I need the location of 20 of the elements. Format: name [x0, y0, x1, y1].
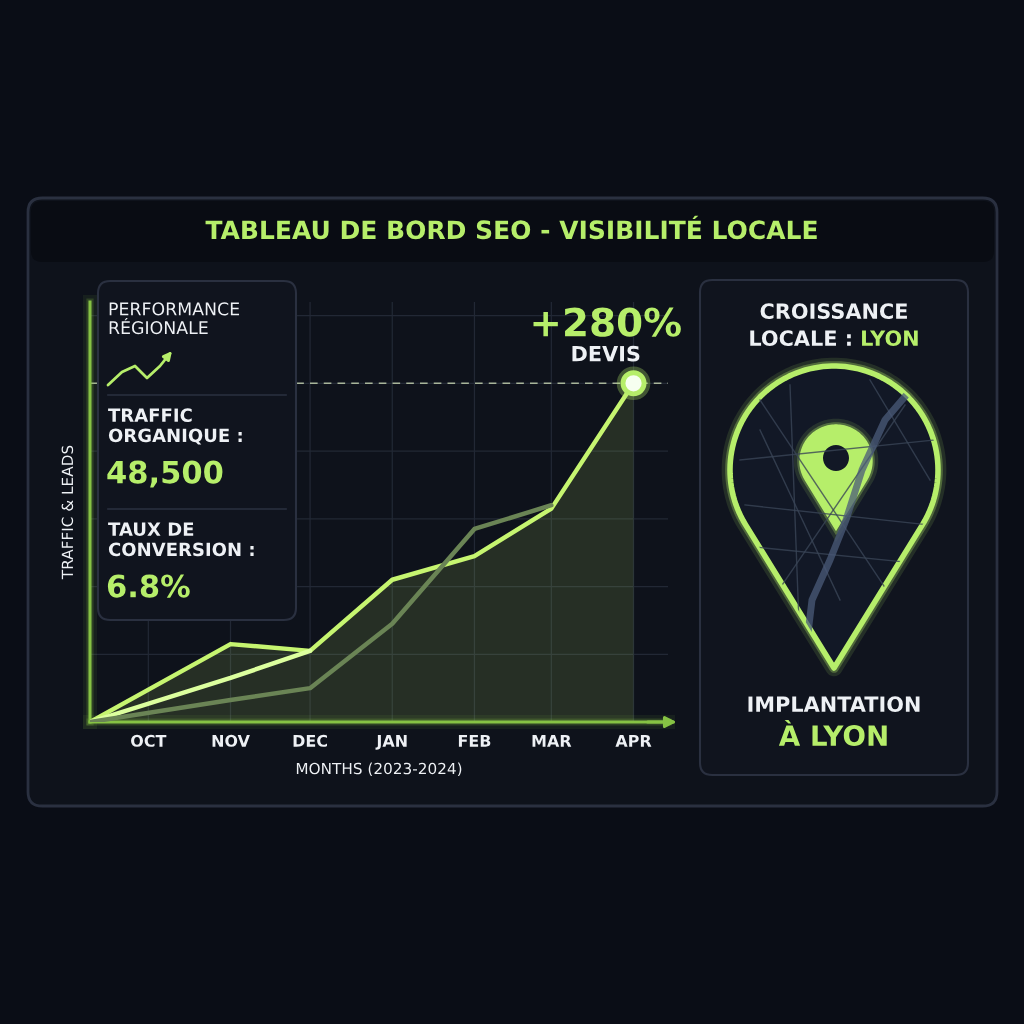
text: PERFORMANCE RÉGIONALE	[109, 302, 240, 335]
x-tick-label: APR	[615, 734, 652, 747]
x-tick-label: DEC	[293, 734, 327, 747]
text: À LYON	[778, 719, 887, 747]
text: CROISSANCE LOCALE : LYON	[750, 303, 918, 347]
text: IMPLANTATION	[748, 696, 920, 713]
annotation: 48,500	[107, 460, 223, 488]
annotation: TAUX DE CONVERSION :	[108, 522, 254, 557]
chart-title: TABLEAU DE BORD SEO - VISIBILITÉ LOCALE	[205, 215, 817, 240]
x-tick-label: NOV	[212, 734, 250, 747]
annotation: TRAFFIC ORGANIQUE :	[108, 408, 242, 445]
annotation: +280%	[533, 307, 681, 337]
y-axis-title: TRAFFIC & LEADS	[61, 445, 74, 580]
x-axis-title: MONTHS (2023-2024)	[296, 762, 462, 777]
annotation: 6.8%	[107, 574, 190, 598]
x-tick-label: MAR	[532, 734, 572, 747]
x-tick-label: OCT	[131, 734, 167, 747]
annotation: DEVIS	[572, 345, 640, 362]
x-tick-label: FEB	[458, 734, 491, 747]
x-tick-label: JAN	[375, 734, 407, 750]
